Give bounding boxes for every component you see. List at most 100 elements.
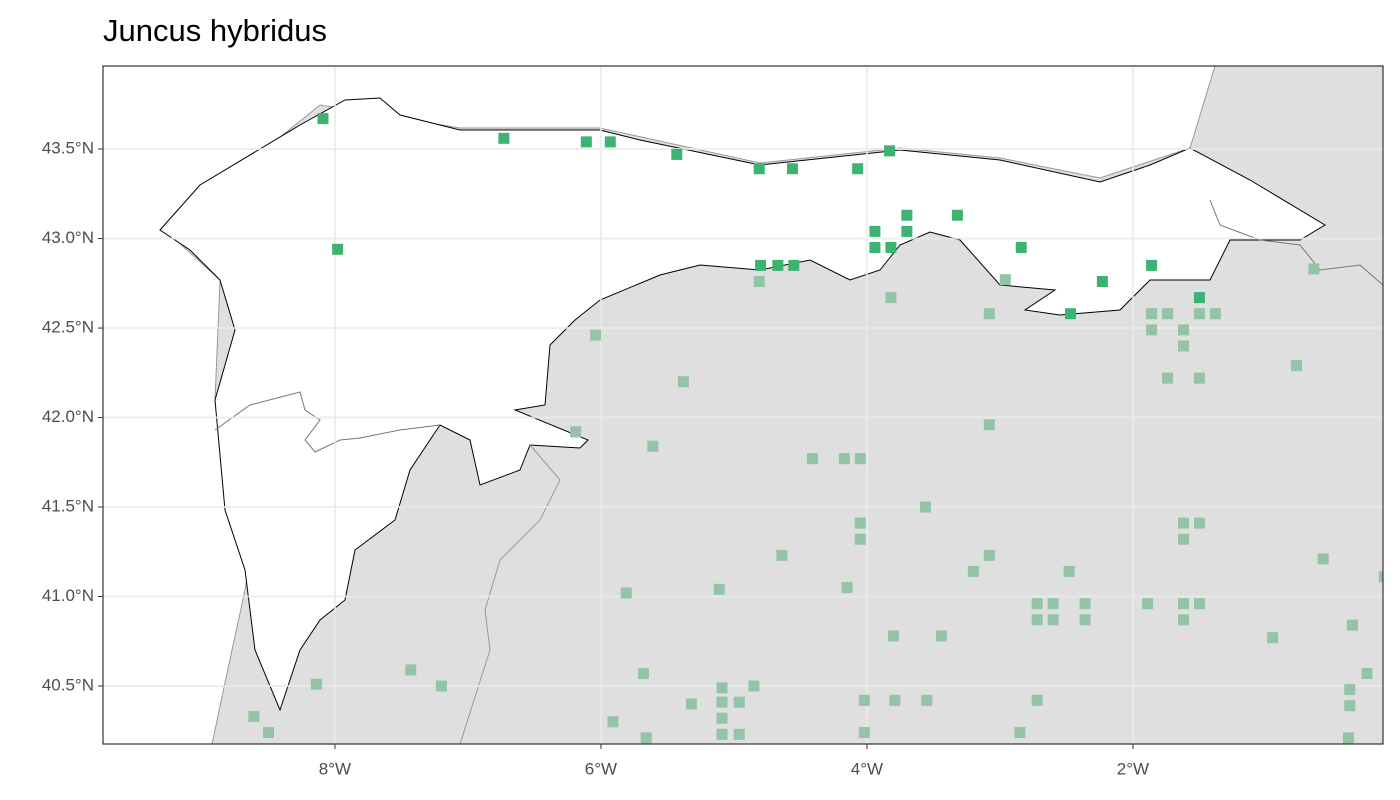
point [854, 533, 866, 545]
border [1209, 199, 1383, 286]
point [1177, 324, 1189, 336]
point [435, 680, 447, 692]
point [869, 241, 881, 253]
point [786, 163, 798, 175]
point [405, 664, 417, 676]
point [901, 209, 913, 221]
point [1317, 553, 1329, 565]
point [262, 727, 274, 739]
point [1079, 614, 1091, 626]
x-tick-label: 4°W [851, 759, 883, 778]
y-tick-label: 42.0°N [42, 407, 94, 426]
point [607, 716, 619, 728]
point [889, 694, 901, 706]
x-tick-label: 8°W [319, 759, 351, 778]
point [716, 728, 728, 740]
point [590, 329, 602, 341]
point [570, 426, 582, 438]
point [1344, 700, 1356, 712]
point [852, 163, 864, 175]
point [1342, 732, 1354, 744]
point [755, 259, 767, 271]
point [838, 453, 850, 465]
point [806, 453, 818, 465]
point [1193, 372, 1205, 384]
panel-border [102, 65, 1384, 745]
point [884, 145, 896, 157]
point [310, 678, 322, 690]
point [1267, 632, 1279, 644]
point [716, 696, 728, 708]
point [1361, 667, 1373, 679]
point [788, 259, 800, 271]
point [677, 376, 689, 388]
study-region [159, 97, 1326, 712]
border [459, 444, 561, 744]
point [317, 113, 329, 125]
point [716, 682, 728, 694]
point [1177, 517, 1189, 529]
point [1209, 308, 1221, 320]
point [1064, 308, 1076, 320]
point [967, 565, 979, 577]
point [748, 680, 760, 692]
point [1193, 598, 1205, 610]
point [1146, 324, 1158, 336]
point [983, 308, 995, 320]
point [1291, 360, 1303, 372]
point [1177, 614, 1189, 626]
point [638, 667, 650, 679]
point [951, 209, 963, 221]
point [1177, 598, 1189, 610]
point [1047, 598, 1059, 610]
point [248, 710, 260, 722]
y-tick-label: 43.5°N [42, 139, 94, 158]
point [1146, 259, 1158, 271]
y-tick-label: 40.5°N [42, 675, 94, 694]
border [214, 391, 441, 453]
point [1031, 598, 1043, 610]
point [753, 275, 765, 287]
point [1031, 614, 1043, 626]
point [935, 630, 947, 642]
point [921, 694, 933, 706]
point [733, 696, 745, 708]
point [498, 132, 510, 144]
point [620, 587, 632, 599]
point [1031, 694, 1043, 706]
point [716, 712, 728, 724]
point [1162, 372, 1174, 384]
point [885, 241, 897, 253]
point [854, 453, 866, 465]
point [1047, 614, 1059, 626]
point [983, 549, 995, 561]
map [159, 66, 1383, 744]
x-tick-label: 2°W [1117, 759, 1149, 778]
point [713, 583, 725, 595]
point [1162, 308, 1174, 320]
point [999, 274, 1011, 286]
point [1346, 619, 1358, 631]
point [1193, 292, 1205, 304]
point [1014, 727, 1026, 739]
point [733, 728, 745, 740]
point [841, 582, 853, 594]
y-tick-label: 41.5°N [42, 497, 94, 516]
x-tick-label: 6°W [585, 759, 617, 778]
point [858, 694, 870, 706]
point [647, 440, 659, 452]
point [983, 419, 995, 431]
y-tick-label: 42.5°N [42, 318, 94, 337]
point [772, 259, 784, 271]
point [1142, 598, 1154, 610]
point [753, 163, 765, 175]
point [1177, 340, 1189, 352]
point [1308, 263, 1320, 275]
y-tick-label: 43.0°N [42, 228, 94, 247]
point [1193, 308, 1205, 320]
point [580, 136, 592, 148]
point [901, 225, 913, 237]
point [604, 136, 616, 148]
point [1378, 571, 1383, 583]
point [776, 549, 788, 561]
